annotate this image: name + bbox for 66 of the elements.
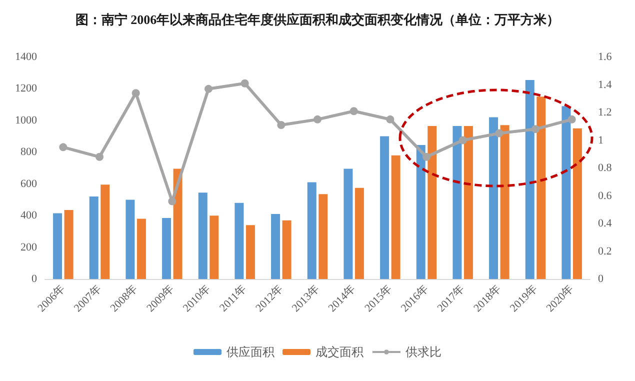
y2-tick-label: 0.8 xyxy=(598,162,612,174)
point xyxy=(240,79,249,88)
point xyxy=(277,120,286,129)
point xyxy=(96,152,104,161)
bar xyxy=(354,188,364,279)
bar xyxy=(234,202,244,279)
bar xyxy=(282,220,292,279)
point xyxy=(532,125,540,134)
bar xyxy=(210,216,219,279)
bar xyxy=(89,196,98,279)
point xyxy=(422,152,430,161)
y-tick-label: 600 xyxy=(20,178,38,190)
y2-tick-label: 0.4 xyxy=(598,218,612,230)
bar xyxy=(416,145,426,279)
point xyxy=(204,84,212,93)
y2-tick-label: 0.6 xyxy=(598,190,612,202)
point xyxy=(59,143,68,152)
bar xyxy=(246,225,255,279)
y2-tick-label: 1.2 xyxy=(598,106,612,118)
y2-tick-label: 1.4 xyxy=(598,78,612,91)
bar xyxy=(562,106,571,279)
bar xyxy=(536,96,546,279)
y-tick-label: 0 xyxy=(32,273,38,285)
bar xyxy=(271,214,280,279)
y-tick-label: 400 xyxy=(20,210,38,222)
bar xyxy=(428,126,437,279)
bar xyxy=(198,192,208,279)
y-tick-label: 200 xyxy=(20,241,38,254)
y2-tick-label: 0.2 xyxy=(598,245,612,258)
chart-title: 图：南宁 2006年以来商品住宅年度供应面积和成交面积变化情况（单位：万平方米） xyxy=(75,12,560,27)
point xyxy=(386,115,394,124)
bar xyxy=(100,184,110,279)
y2-tick-label: 1.6 xyxy=(598,51,612,63)
point xyxy=(495,129,504,138)
bar xyxy=(391,155,400,279)
bar xyxy=(307,182,316,279)
bar xyxy=(173,168,182,279)
point xyxy=(458,136,467,144)
bar xyxy=(64,210,74,279)
bar xyxy=(53,213,62,279)
bar xyxy=(452,126,462,279)
y-tick-label: 1000 xyxy=(15,114,38,126)
bar xyxy=(489,117,498,279)
y2-tick-label: 1 xyxy=(598,134,604,146)
y-tick-label: 800 xyxy=(20,146,38,158)
bar xyxy=(525,80,534,279)
legend-label: 供应面积 xyxy=(226,345,274,359)
bar xyxy=(126,200,135,279)
bar xyxy=(344,168,353,279)
point xyxy=(132,89,140,98)
legend-label: 供求比 xyxy=(406,345,442,359)
y2-tick-label: 0 xyxy=(598,273,604,285)
point xyxy=(168,197,176,206)
bar xyxy=(464,126,473,279)
bar xyxy=(136,218,146,279)
bar xyxy=(318,194,328,279)
bar xyxy=(162,218,172,279)
point xyxy=(314,115,322,124)
y-tick-label: 1400 xyxy=(15,51,38,63)
bar xyxy=(380,136,390,279)
point xyxy=(350,107,358,116)
bar xyxy=(500,125,510,279)
y-tick-label: 1200 xyxy=(15,82,38,95)
legend-label: 成交面积 xyxy=(316,345,364,359)
bar xyxy=(572,128,582,279)
point xyxy=(568,115,576,124)
